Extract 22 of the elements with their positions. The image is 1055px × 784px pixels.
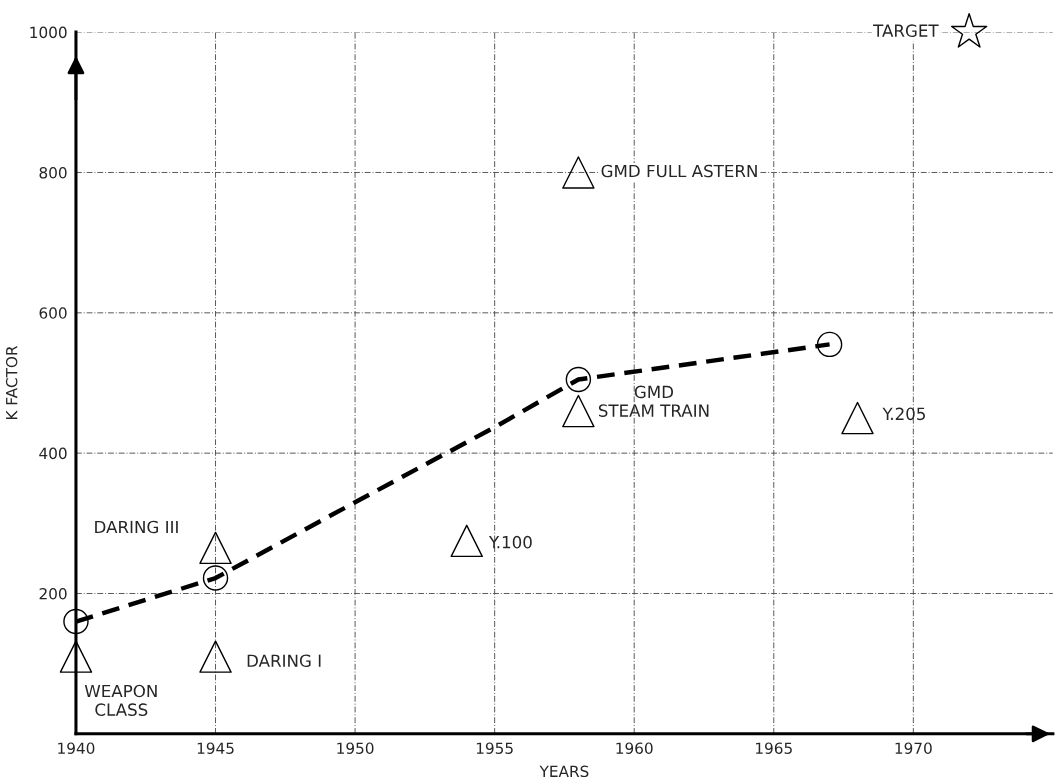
x-tick-label: 1955 — [476, 742, 513, 754]
annotation: GMD FULL ASTERN — [601, 164, 757, 178]
x-tick-label: 1940 — [58, 742, 95, 754]
annotation: TARGET — [873, 24, 939, 37]
y-tick-label: 800 — [39, 166, 67, 179]
y-tick-label: 1000 — [30, 26, 67, 39]
annotation: GMD STEAM TRAIN — [598, 385, 709, 417]
annotation: DARING I — [247, 654, 321, 668]
x-tick-label: 1965 — [756, 742, 792, 754]
annotation: DARING III — [95, 520, 178, 534]
x-tick-label: 1945 — [197, 742, 234, 754]
y-tick-label: 200 — [39, 587, 67, 600]
y-axis-title: K FACTOR — [5, 345, 18, 420]
annotation: Y.205 — [882, 407, 925, 421]
x-tick-label: 1960 — [616, 742, 653, 754]
y-tick-label: 600 — [39, 307, 67, 319]
annotation: Y.100 — [488, 535, 532, 549]
annotation: WEAPON CLASS — [84, 684, 157, 716]
x-tick-label: 1970 — [895, 742, 932, 754]
y-tick-label: 400 — [39, 447, 67, 460]
x-axis-title: YEARS — [539, 765, 589, 778]
x-tick-label: 1950 — [337, 742, 374, 754]
